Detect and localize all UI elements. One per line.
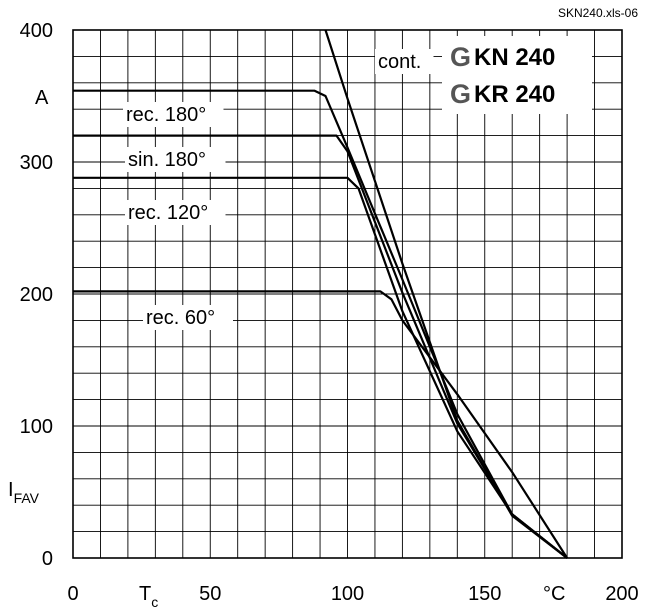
y-axis-symbol: I — [8, 479, 14, 501]
device-label-box — [442, 36, 592, 114]
y-tick-label: 0 — [42, 548, 53, 570]
x-tick-label: 50 — [199, 583, 221, 605]
device-1-prefix: G — [450, 42, 471, 72]
device-1-name: KN 240 — [474, 44, 555, 71]
y-tick-labels: 0 100 200 300 400 — [20, 20, 53, 570]
series-label-box — [125, 200, 226, 225]
y-axis-label: IFAV — [8, 479, 40, 506]
x-tick-label: 0 — [67, 583, 78, 605]
y-tick-label: 400 — [20, 20, 53, 42]
x-axis-subscript: c — [151, 594, 158, 610]
device-2-prefix: G — [450, 79, 471, 109]
x-tick-label: 200 — [605, 583, 638, 605]
x-axis-symbol: T — [139, 583, 151, 605]
series-label-0: cont. — [378, 51, 421, 73]
series-label-3: rec. 120° — [128, 202, 208, 224]
series-line-4 — [73, 290, 569, 559]
x-tick-label: 100 — [331, 583, 364, 605]
series-label-box — [125, 147, 226, 172]
file-tag: SKN240.xls-06 — [558, 6, 638, 20]
device-2-name: KR 240 — [474, 81, 555, 108]
x-tick-label: 150 — [468, 583, 501, 605]
x-unit: °C — [543, 583, 565, 605]
x-tick-labels: 0 50 100 150 200 — [67, 583, 638, 605]
y-axis-subscript: FAV — [14, 490, 40, 506]
series-label-1: rec. 180° — [126, 104, 206, 126]
series-label-2: sin. 180° — [128, 149, 206, 171]
x-axis-label: Tc — [139, 583, 158, 610]
y-tick-label: 100 — [20, 416, 53, 438]
y-unit: A — [35, 87, 49, 109]
label-boxes: cont. rec. 180° sin. 180° rec. 120° rec. 60° — [123, 49, 434, 330]
curves — [73, 29, 569, 559]
y-tick-label: 300 — [20, 152, 53, 174]
series-label-box — [123, 102, 224, 127]
plot-frame — [72, 29, 623, 559]
series-line-3 — [73, 176, 568, 559]
series-label-box — [375, 49, 434, 74]
y-tick-label: 200 — [20, 284, 53, 306]
series-label-4: rec. 60° — [146, 307, 215, 329]
series-label-box — [143, 305, 233, 330]
